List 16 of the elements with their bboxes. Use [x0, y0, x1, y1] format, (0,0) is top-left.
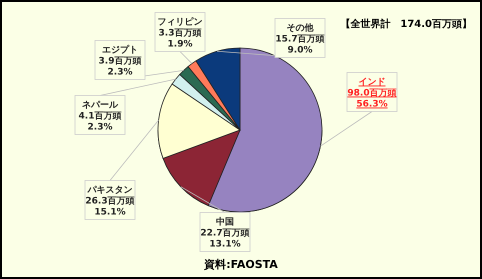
data-label: 3.3百万頭 1.9%: [158, 28, 202, 50]
data-label: 26.3百万頭 15.1%: [85, 196, 135, 218]
slice-label: フィリピン: [158, 16, 202, 28]
data-label: 15.7百万頭 9.0%: [275, 34, 325, 56]
slice-label: パキスタン: [86, 184, 132, 196]
slice-label: ネパール: [82, 100, 119, 110]
text: 資料:FAOSTA: [203, 258, 278, 271]
slice-label: インド: [358, 78, 386, 88]
slice-label: 中国: [216, 216, 234, 228]
data-label: 98.0百万頭 56.3%: [347, 88, 397, 110]
slice-label: エジプト: [102, 44, 138, 56]
data-label: 22.7百万頭 13.1%: [200, 228, 250, 250]
data-label: 3.9百万頭 2.3%: [98, 56, 142, 78]
data-label: 4.1百万頭 2.3%: [78, 110, 122, 132]
slice-label: その他: [286, 22, 314, 34]
chart-title: 【全世界計 174.0百万頭】: [340, 18, 472, 30]
